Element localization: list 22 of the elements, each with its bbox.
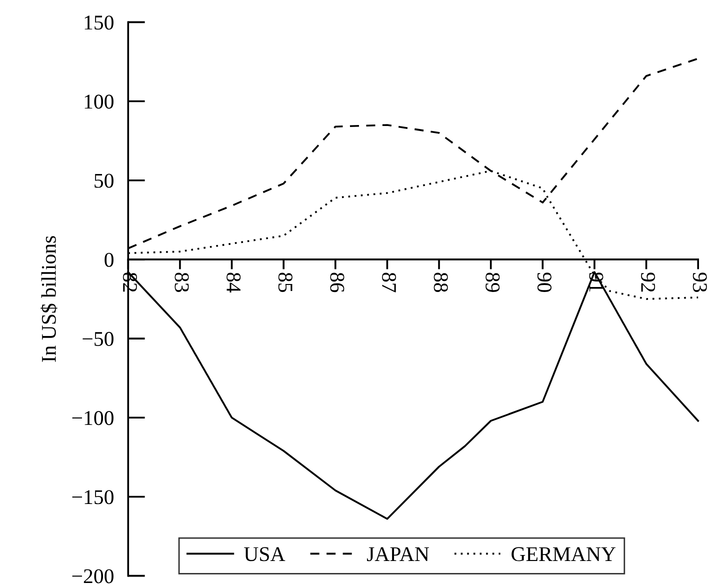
y-tick-label: −150 <box>72 490 114 504</box>
x-tick-label: 89 <box>486 272 500 292</box>
y-tick-label: 50 <box>94 174 114 188</box>
legend-label: USA <box>244 547 286 562</box>
legend-label: JAPAN <box>366 547 430 562</box>
x-tick-label: 87 <box>382 272 396 292</box>
y-tick-label: 150 <box>84 16 114 30</box>
x-tick-label: 92 <box>641 272 656 292</box>
y-axis-title: In US$ billions <box>40 236 58 362</box>
y-tick-label: −100 <box>72 411 114 426</box>
y-tick-label: 100 <box>84 94 114 109</box>
x-tick-label: 93 <box>692 272 707 292</box>
y-tick-label: −50 <box>82 332 114 346</box>
legend-label: GERMANY <box>512 547 616 562</box>
x-tick-label: 84 <box>226 272 241 292</box>
x-tick-label: 85 <box>278 272 292 292</box>
y-tick-label: 0 <box>104 252 114 267</box>
y-tick-label: −200 <box>72 569 114 584</box>
x-tick-label: 86 <box>330 272 344 292</box>
x-tick-label: 88 <box>434 272 448 292</box>
x-tick-label: 90 <box>537 272 552 292</box>
x-tick-label: 83 <box>174 272 189 292</box>
